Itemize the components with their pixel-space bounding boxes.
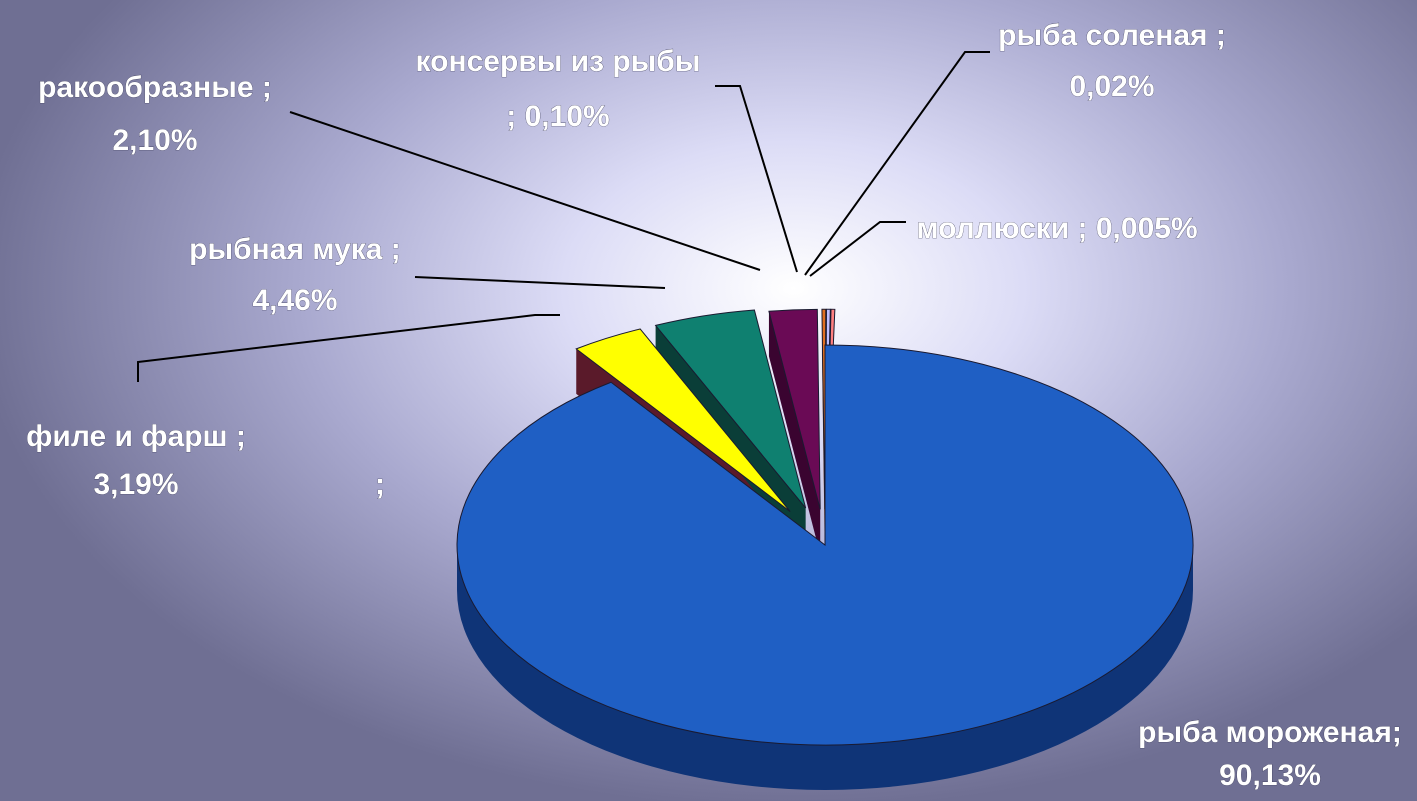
label-fish-meal: рыбная мука ; <box>189 233 401 266</box>
label-fillet: филе и фарш ; <box>26 420 246 453</box>
value-frozen-fish: 90,13% <box>1219 759 1321 792</box>
label-crustaceans: ракообразные ; <box>38 71 272 104</box>
slice-fish-meal <box>654 309 807 509</box>
leader-mollusks <box>809 221 906 277</box>
slice-crustaceans <box>768 308 821 510</box>
slice-crustaceans-wall <box>768 311 821 555</box>
label-salted-fish: рыба соленая ; <box>998 19 1226 52</box>
label-canned-fish: консервы из рыбы <box>416 45 701 78</box>
label-frozen-fish: рыба мороженая; <box>1138 716 1402 749</box>
value-salted-fish: 0,02% <box>1069 70 1154 103</box>
leader-lines <box>137 51 990 382</box>
pie-slices <box>456 308 1194 746</box>
slice-frozen-fish-side <box>457 545 1193 790</box>
stray-label: ; <box>375 468 385 501</box>
leader-fish-meal <box>414 276 666 289</box>
value-fillet: 3,19% <box>93 468 178 501</box>
value-fish-meal: 4,46% <box>252 284 337 317</box>
leader-salted-fish <box>804 51 990 276</box>
leader-crustaceans <box>289 111 761 271</box>
label-mollusks: моллюски ; 0,005% <box>916 212 1197 245</box>
leader-fillet <box>137 314 560 382</box>
slice-frozen-fish <box>456 344 1194 746</box>
value-crustaceans: 2,10% <box>112 124 197 157</box>
value-canned-fish: ; 0,10% <box>506 100 609 133</box>
leader-canned-fish <box>715 85 798 273</box>
slice-fillet <box>575 328 791 512</box>
